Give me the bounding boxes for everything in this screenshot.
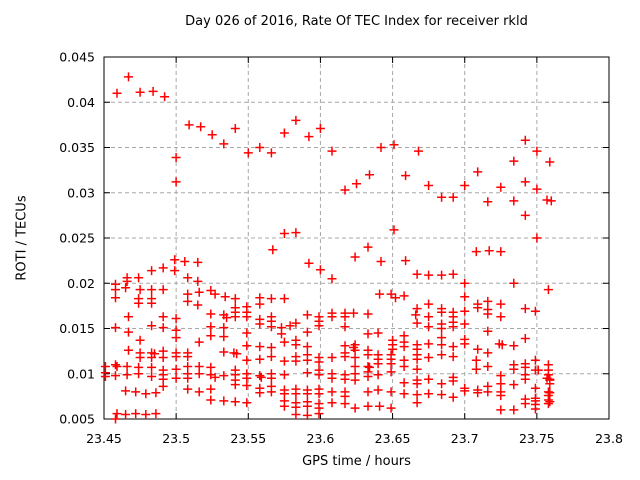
y-tick-label: 0.04 <box>67 95 95 110</box>
y-tick-label: 0.045 <box>59 50 95 65</box>
y-tick-label: 0.03 <box>67 185 95 200</box>
y-tick-label: 0.02 <box>67 276 95 291</box>
y-tick-label: 0.035 <box>59 140 95 155</box>
data-points-series-roti <box>100 72 556 424</box>
x-tick-label: 23.8 <box>595 431 623 446</box>
y-tick-label: 0.01 <box>67 366 95 381</box>
y-tick-label: 0.015 <box>59 321 95 336</box>
y-tick-label: 0.025 <box>59 231 95 246</box>
x-tick-label: 23.5 <box>162 431 190 446</box>
x-tick-label: 23.7 <box>451 431 479 446</box>
x-tick-label: 23.65 <box>375 431 411 446</box>
x-axis-label: GPS time / hours <box>302 454 411 469</box>
y-tick-label: 0.005 <box>59 412 95 427</box>
x-tick-label: 23.75 <box>519 431 555 446</box>
x-tick-label: 23.55 <box>230 431 266 446</box>
x-tick-label: 23.6 <box>307 431 335 446</box>
x-tick-label: 23.45 <box>86 431 122 446</box>
chart-title: Day 026 of 2016, Rate Of TEC Index for r… <box>185 14 528 29</box>
